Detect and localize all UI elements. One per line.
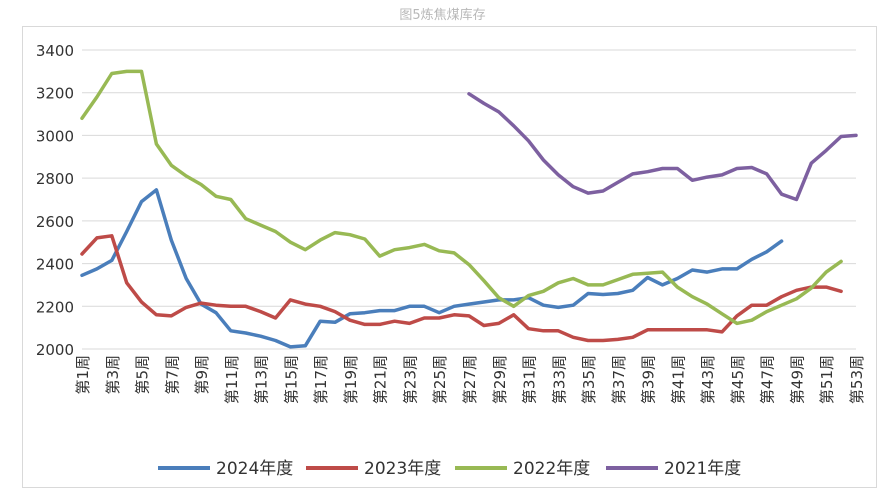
x-tick-label: 第1周 — [74, 355, 92, 395]
x-tick-label: 第15周 — [282, 355, 300, 404]
x-tick-label: 第9周 — [193, 355, 211, 395]
series-line — [467, 92, 858, 202]
legend-label: 2024年度 — [216, 459, 293, 479]
x-tick-label: 第25周 — [431, 355, 449, 404]
y-tick-label: 3400 — [36, 42, 74, 60]
x-tick-label: 第51周 — [818, 355, 836, 404]
x-tick-label: 第39周 — [640, 355, 658, 404]
series-line — [80, 69, 843, 326]
x-tick-label: 第47周 — [759, 355, 777, 404]
x-tick-label: 第31周 — [521, 355, 539, 404]
y-tick-label: 2200 — [36, 298, 74, 316]
x-tick-label: 第11周 — [223, 355, 241, 404]
x-tick-label: 第53周 — [848, 355, 866, 404]
series-line — [80, 188, 784, 349]
y-tick-label: 2600 — [36, 213, 74, 231]
x-tick-label: 第7周 — [163, 355, 181, 395]
x-tick-label: 第29周 — [491, 355, 509, 404]
x-tick-label: 第41周 — [669, 355, 687, 404]
legend-label: 2022年度 — [513, 459, 590, 479]
x-tick-label: 第35周 — [580, 355, 598, 404]
x-tick-label: 第5周 — [134, 355, 152, 395]
x-tick-label: 第3周 — [104, 355, 122, 395]
x-tick-label: 第21周 — [372, 355, 390, 404]
chart-title: 图5炼焦煤库存 — [399, 8, 486, 23]
y-tick-label: 3000 — [36, 127, 74, 145]
x-tick-label: 第17周 — [312, 355, 330, 404]
x-tick-label: 第37周 — [610, 355, 628, 404]
chart-frame — [22, 26, 877, 488]
y-tick-label: 2400 — [36, 256, 74, 274]
series-line — [80, 234, 843, 343]
y-tick-label: 2000 — [36, 341, 74, 359]
x-tick-label: 第13周 — [253, 355, 271, 404]
x-tick-label: 第27周 — [461, 355, 479, 404]
legend-label: 2021年度 — [664, 459, 741, 479]
x-tick-label: 第45周 — [729, 355, 747, 404]
x-tick-label: 第49周 — [788, 355, 806, 404]
y-tick-label: 3200 — [36, 85, 74, 103]
legend-label: 2023年度 — [364, 459, 441, 479]
x-tick-label: 第33周 — [550, 355, 568, 404]
x-tick-label: 第23周 — [401, 355, 419, 404]
x-tick-label: 第19周 — [342, 355, 360, 404]
y-tick-label: 2800 — [36, 170, 74, 188]
x-tick-label: 第43周 — [699, 355, 717, 404]
